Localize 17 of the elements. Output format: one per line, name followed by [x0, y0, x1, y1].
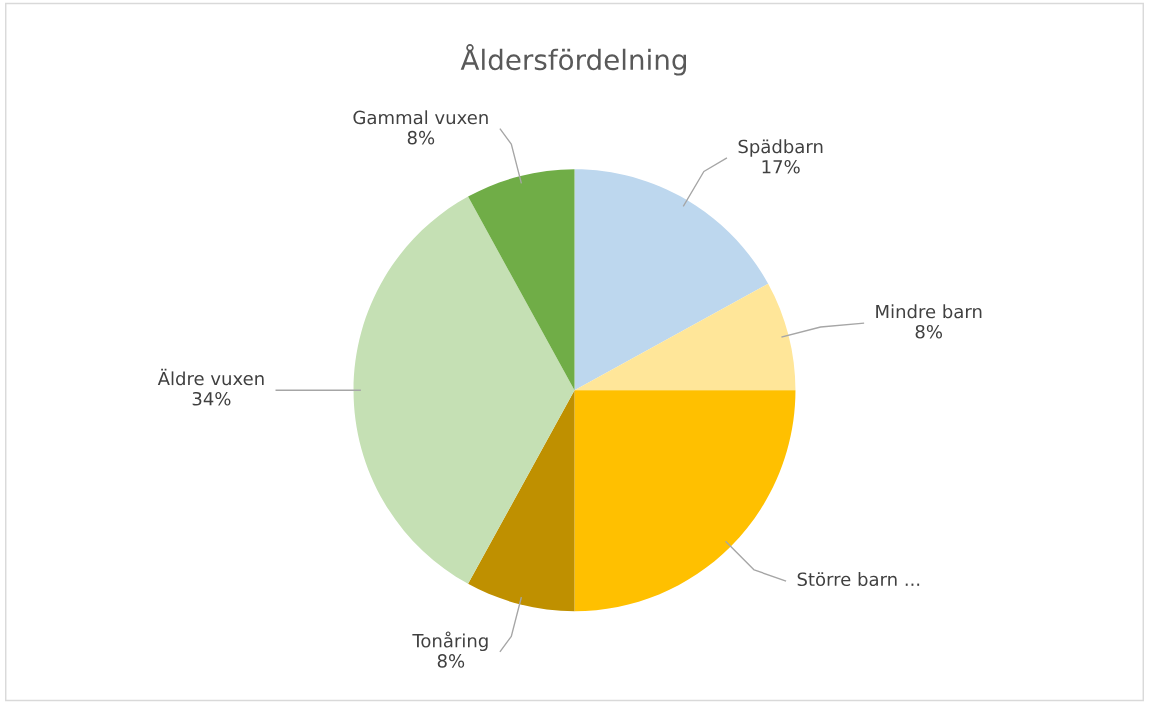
- slice-label: Spädbarn: [738, 139, 823, 157]
- chart-title: Åldersfördelning: [460, 44, 686, 76]
- data-label: 34%: [192, 391, 231, 406]
- pie-slice: [574, 283, 796, 391]
- data-label: 8%: [407, 130, 435, 145]
- pie-slice: [353, 196, 575, 584]
- slice-label: Tonåring: [412, 631, 488, 652]
- data-label: 8%: [437, 654, 465, 668]
- slice-label: Äldre vuxen: [157, 368, 264, 386]
- data-label: 17%: [762, 159, 800, 174]
- slice-label: Gammal vuxen: [353, 110, 488, 125]
- slice-label: Mindre barn: [876, 304, 982, 319]
- slice-label: Större barn ...: [797, 572, 920, 587]
- pie-slice: [468, 390, 575, 612]
- data-label: 8%: [915, 324, 943, 339]
- pie-slice: [468, 169, 575, 391]
- pie-slice: [574, 390, 796, 612]
